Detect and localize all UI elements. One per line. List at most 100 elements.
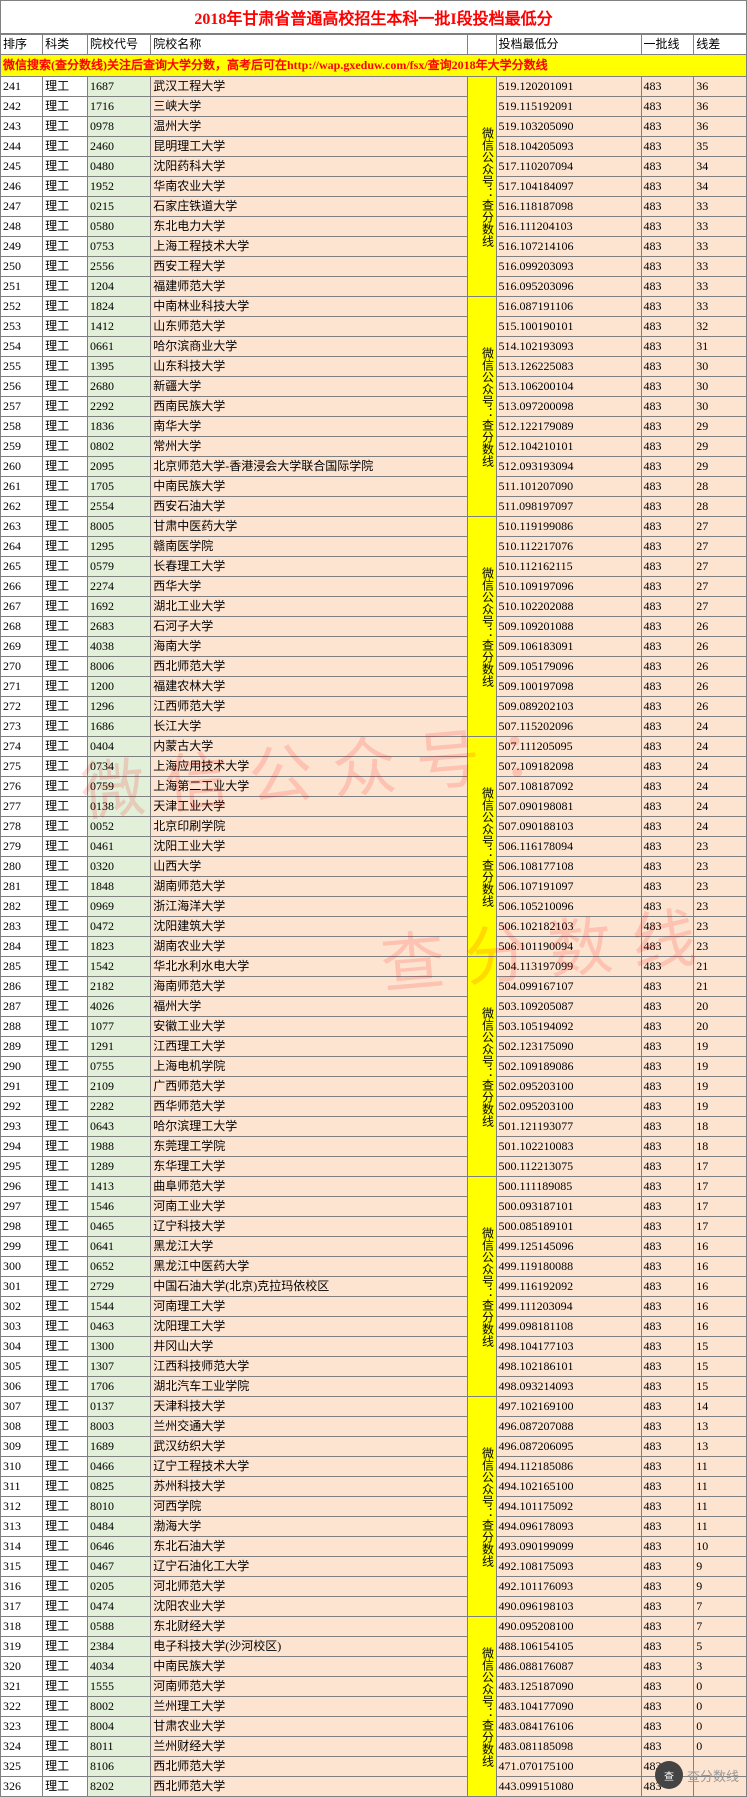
cell-cat: 理工	[43, 1117, 88, 1137]
cell-rank: 243	[1, 117, 43, 137]
cell-code: 0580	[87, 217, 150, 237]
cell-line: 483	[641, 797, 694, 817]
cell-score: 500.111189085	[496, 1177, 641, 1197]
cell-line: 483	[641, 1497, 694, 1517]
cell-score: 515.100190101	[496, 317, 641, 337]
cell-score: 502.095203100	[496, 1097, 641, 1117]
cell-name: 江西科技师范大学	[151, 1357, 467, 1377]
table-row: 272理工1296江西师范大学509.08920210348326	[1, 697, 747, 717]
cell-cat: 理工	[43, 1597, 88, 1617]
cell-cat: 理工	[43, 517, 88, 537]
cell-name: 电子科技大学(沙河校区)	[151, 1637, 467, 1657]
cell-rank: 317	[1, 1597, 43, 1617]
cell-score: 504.113197099	[496, 957, 641, 977]
cell-score: 483.081185098	[496, 1737, 641, 1757]
cell-code: 1706	[87, 1377, 150, 1397]
cell-score: 519.103205090	[496, 117, 641, 137]
cell-diff: 7	[694, 1617, 747, 1637]
cell-code: 0466	[87, 1457, 150, 1477]
cell-code: 1705	[87, 477, 150, 497]
cell-line: 483	[641, 1457, 694, 1477]
cell-name: 北京印刷学院	[151, 817, 467, 837]
cell-rank: 281	[1, 877, 43, 897]
cell-cat: 理工	[43, 137, 88, 157]
cell-line: 483	[641, 157, 694, 177]
cell-line: 483	[641, 1037, 694, 1057]
cell-cat: 理工	[43, 297, 88, 317]
cell-rank: 260	[1, 457, 43, 477]
cell-rank: 301	[1, 1277, 43, 1297]
cell-code: 2460	[87, 137, 150, 157]
cell-name: 安徽工业大学	[151, 1017, 467, 1037]
cell-rank: 258	[1, 417, 43, 437]
cell-diff: 24	[694, 797, 747, 817]
cell-diff: 33	[694, 217, 747, 237]
cell-name: 江西师范大学	[151, 697, 467, 717]
cell-cat: 理工	[43, 1297, 88, 1317]
cell-rank: 304	[1, 1337, 43, 1357]
table-row: 274理工0404内蒙古大学微信公众号：查分数线507.111205095483…	[1, 737, 747, 757]
cell-cat: 理工	[43, 1277, 88, 1297]
cell-code: 1542	[87, 957, 150, 977]
cell-score: 500.112213075	[496, 1157, 641, 1177]
table-row: 317理工0474沈阳农业大学490.0961981034837	[1, 1597, 747, 1617]
cell-cat: 理工	[43, 1577, 88, 1597]
cell-diff: 18	[694, 1117, 747, 1137]
cell-rank: 325	[1, 1757, 43, 1777]
cell-code: 0802	[87, 437, 150, 457]
cell-diff: 18	[694, 1137, 747, 1157]
cell-cat: 理工	[43, 397, 88, 417]
cell-cat: 理工	[43, 757, 88, 777]
cell-diff: 9	[694, 1577, 747, 1597]
cell-code: 2274	[87, 577, 150, 597]
cell-cat: 理工	[43, 1137, 88, 1157]
cell-code: 2109	[87, 1077, 150, 1097]
cell-line: 483	[641, 337, 694, 357]
cell-name: 浙江海洋大学	[151, 897, 467, 917]
cell-code: 1555	[87, 1677, 150, 1697]
cell-diff: 33	[694, 277, 747, 297]
cell-cat: 理工	[43, 1337, 88, 1357]
logo-icon: 查	[655, 1761, 683, 1789]
table-row: 281理工1848湖南师范大学506.10719109748323	[1, 877, 747, 897]
cell-score: 496.087207088	[496, 1417, 641, 1437]
cell-rank: 300	[1, 1257, 43, 1277]
cell-score: 513.097200098	[496, 397, 641, 417]
cell-cat: 理工	[43, 1477, 88, 1497]
table-row: 312理工8010河西学院494.10117509248311	[1, 1497, 747, 1517]
cell-line: 483	[641, 837, 694, 857]
cell-code: 0753	[87, 237, 150, 257]
cell-rank: 320	[1, 1657, 43, 1677]
cell-name: 广西师范大学	[151, 1077, 467, 1097]
cell-diff: 24	[694, 817, 747, 837]
cell-code: 1836	[87, 417, 150, 437]
cell-score: 499.116192092	[496, 1277, 641, 1297]
cell-rank: 279	[1, 837, 43, 857]
cell-line: 483	[641, 437, 694, 457]
cell-diff: 17	[694, 1177, 747, 1197]
sidebar-label: 微信公众号：查分数线	[467, 1177, 496, 1397]
cell-line: 483	[641, 1657, 694, 1677]
cell-diff: 15	[694, 1357, 747, 1377]
cell-rank: 249	[1, 237, 43, 257]
cell-name: 东莞理工学院	[151, 1137, 467, 1157]
cell-code: 1824	[87, 297, 150, 317]
cell-line: 483	[641, 1577, 694, 1597]
table-row: 302理工1544河南理工大学499.11120309448316	[1, 1297, 747, 1317]
cell-diff: 34	[694, 157, 747, 177]
cell-code: 1686	[87, 717, 150, 737]
table-row: 256理工2680新疆大学513.10620010448330	[1, 377, 747, 397]
table-row: 275理工0734上海应用技术大学507.10918209848324	[1, 757, 747, 777]
cell-diff: 30	[694, 377, 747, 397]
table-row: 279理工0461沈阳工业大学506.11617809448323	[1, 837, 747, 857]
cell-name: 昆明理工大学	[151, 137, 467, 157]
cell-rank: 251	[1, 277, 43, 297]
cell-rank: 248	[1, 217, 43, 237]
cell-rank: 280	[1, 857, 43, 877]
cell-line: 483	[641, 1477, 694, 1497]
cell-code: 0969	[87, 897, 150, 917]
cell-code: 1200	[87, 677, 150, 697]
cell-name: 黑龙江中医药大学	[151, 1257, 467, 1277]
cell-score: 516.095203096	[496, 277, 641, 297]
table-row: 254理工0661哈尔滨商业大学514.10219309348331	[1, 337, 747, 357]
